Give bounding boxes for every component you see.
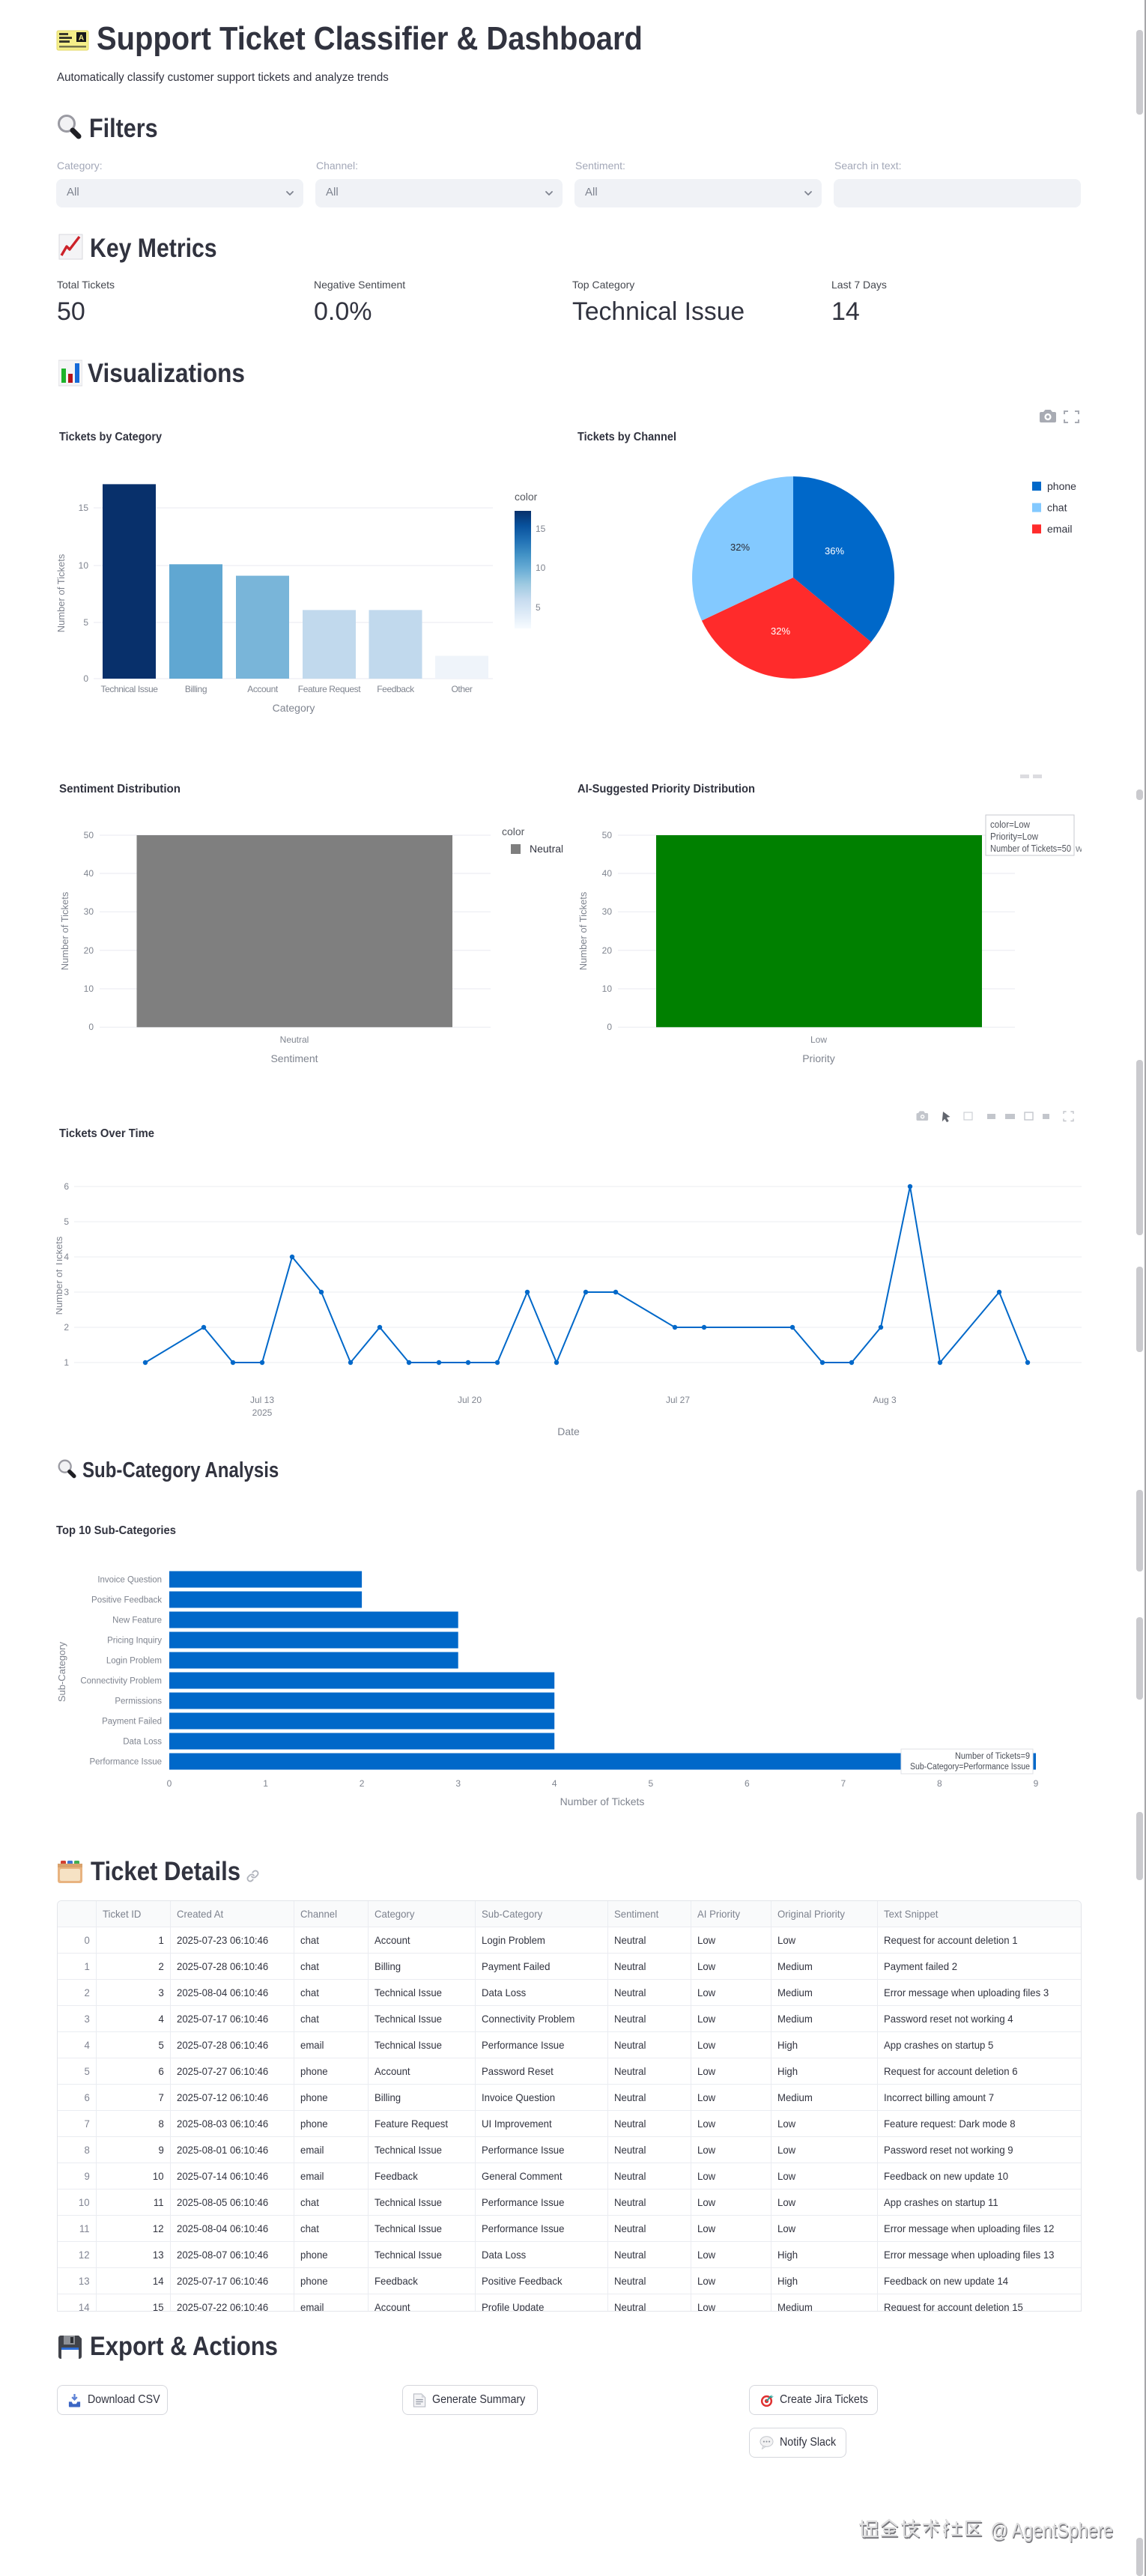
svg-text:Category: Category	[273, 702, 315, 714]
svg-text:40: 40	[602, 868, 613, 879]
svg-text:30: 30	[84, 906, 94, 917]
svg-text:3: 3	[64, 1287, 69, 1297]
svg-text:Feedback: Feedback	[377, 684, 415, 694]
svg-text:4: 4	[64, 1252, 69, 1262]
svg-text:10: 10	[536, 563, 546, 573]
svg-text:15: 15	[536, 524, 546, 534]
svg-text:color: color	[515, 491, 538, 503]
svg-text:email: email	[1047, 523, 1072, 535]
svg-text:Sentiment: Sentiment	[270, 1052, 318, 1064]
svg-text:15: 15	[79, 503, 89, 513]
svg-text:Date: Date	[557, 1425, 580, 1437]
svg-text:4: 4	[552, 1778, 557, 1789]
svg-text:20: 20	[602, 945, 613, 956]
svg-text:Pricing Inquiry: Pricing Inquiry	[107, 1637, 162, 1646]
svg-text:Number of Tickets: Number of Tickets	[59, 891, 70, 970]
svg-text:color: color	[502, 825, 525, 837]
svg-text:Priority: Priority	[802, 1052, 835, 1064]
svg-text:Other: Other	[451, 684, 472, 694]
svg-text:40: 40	[84, 868, 94, 879]
svg-text:Account: Account	[247, 684, 279, 694]
svg-text:5: 5	[648, 1778, 653, 1789]
svg-text:0: 0	[167, 1778, 172, 1789]
svg-text:AI-Suggested Priority Distribu: AI-Suggested Priority Distribution	[577, 783, 755, 795]
svg-text:Number of Tickets: Number of Tickets	[56, 554, 67, 632]
svg-text:Number of Tickets=50: Number of Tickets=50	[990, 843, 1071, 854]
svg-text:Number of Tickets=9: Number of Tickets=9	[955, 1752, 1030, 1761]
svg-text:Permissions: Permissions	[115, 1697, 162, 1706]
svg-text:Low: Low	[810, 1034, 827, 1045]
svg-text:Priority=Low: Priority=Low	[990, 831, 1039, 842]
svg-text:Technical Issue: Technical Issue	[100, 684, 158, 694]
svg-text:Number of Tickets: Number of Tickets	[560, 1795, 645, 1807]
svg-text:1: 1	[64, 1357, 69, 1368]
svg-text:A: A	[79, 34, 84, 43]
svg-text:Login Problem: Login Problem	[106, 1657, 162, 1666]
svg-text:9: 9	[1034, 1778, 1039, 1789]
svg-text:10: 10	[602, 984, 613, 994]
svg-text:2: 2	[360, 1778, 365, 1789]
svg-text:Top 10 Sub-Categories: Top 10 Sub-Categories	[56, 1524, 176, 1537]
svg-text:5: 5	[536, 602, 541, 613]
svg-text:1: 1	[263, 1778, 268, 1789]
svg-text:chat: chat	[1047, 502, 1067, 514]
svg-text:Jul 13: Jul 13	[250, 1395, 274, 1405]
svg-text:6: 6	[745, 1778, 750, 1789]
svg-text:Invoice Question: Invoice Question	[97, 1576, 162, 1585]
svg-text:Feature Request: Feature Request	[298, 684, 361, 694]
svg-text:Jul 27: Jul 27	[666, 1395, 690, 1405]
svg-text:6: 6	[64, 1181, 69, 1192]
svg-text:5: 5	[83, 617, 88, 628]
svg-text:2025: 2025	[252, 1407, 273, 1418]
svg-text:30: 30	[602, 906, 613, 917]
svg-text:0: 0	[607, 1022, 612, 1032]
svg-text:Performance Issue: Performance Issue	[89, 1758, 162, 1767]
svg-text:@ AgentSphere: @ AgentSphere	[991, 2520, 1114, 2543]
svg-text:Tickets Over Time: Tickets Over Time	[59, 1127, 154, 1140]
svg-text:Billing: Billing	[185, 684, 207, 694]
svg-text:10: 10	[84, 984, 94, 994]
svg-text:Connectivity Problem: Connectivity Problem	[80, 1677, 162, 1686]
svg-text:Sentiment Distribution: Sentiment Distribution	[59, 783, 181, 795]
svg-text:32%: 32%	[771, 625, 790, 637]
svg-text:50: 50	[602, 830, 613, 840]
svg-text:50: 50	[84, 830, 94, 840]
svg-text:Neutral: Neutral	[280, 1034, 309, 1045]
svg-text:Payment Failed: Payment Failed	[102, 1718, 162, 1727]
svg-text:Tickets by Category: Tickets by Category	[59, 431, 162, 443]
svg-text:w: w	[1075, 843, 1082, 854]
svg-text:Number of Tickets: Number of Tickets	[577, 891, 589, 970]
svg-text:5: 5	[64, 1216, 69, 1227]
svg-text:0: 0	[83, 673, 88, 684]
svg-text:Tickets by Channel: Tickets by Channel	[577, 431, 676, 443]
svg-text:2: 2	[64, 1322, 69, 1333]
svg-text:Data Loss: Data Loss	[123, 1738, 162, 1747]
svg-text:Aug 3: Aug 3	[873, 1395, 897, 1405]
svg-text:Sub-Category: Sub-Category	[56, 1641, 67, 1702]
svg-text:10: 10	[79, 560, 89, 571]
svg-text:@ AgentSphere: @ AgentSphere	[990, 2518, 1113, 2542]
svg-text:color=Low: color=Low	[990, 819, 1031, 830]
svg-text:Positive Feedback: Positive Feedback	[91, 1596, 162, 1605]
svg-text:36%: 36%	[825, 545, 844, 557]
svg-text:New Feature: New Feature	[112, 1616, 162, 1625]
svg-text:32%: 32%	[730, 542, 750, 553]
svg-text:7: 7	[841, 1778, 846, 1789]
svg-text:0: 0	[88, 1022, 94, 1032]
svg-text:phone: phone	[1047, 480, 1076, 492]
svg-text:Neutral: Neutral	[530, 843, 563, 855]
svg-text:3: 3	[455, 1778, 461, 1789]
svg-text:Jul 20: Jul 20	[458, 1395, 482, 1405]
svg-text:Sub-Category=Performance Issue: Sub-Category=Performance Issue	[910, 1763, 1030, 1772]
svg-text:8: 8	[937, 1778, 942, 1789]
svg-text:Number of Tickets: Number of Tickets	[56, 1236, 64, 1315]
svg-text:20: 20	[84, 945, 94, 956]
